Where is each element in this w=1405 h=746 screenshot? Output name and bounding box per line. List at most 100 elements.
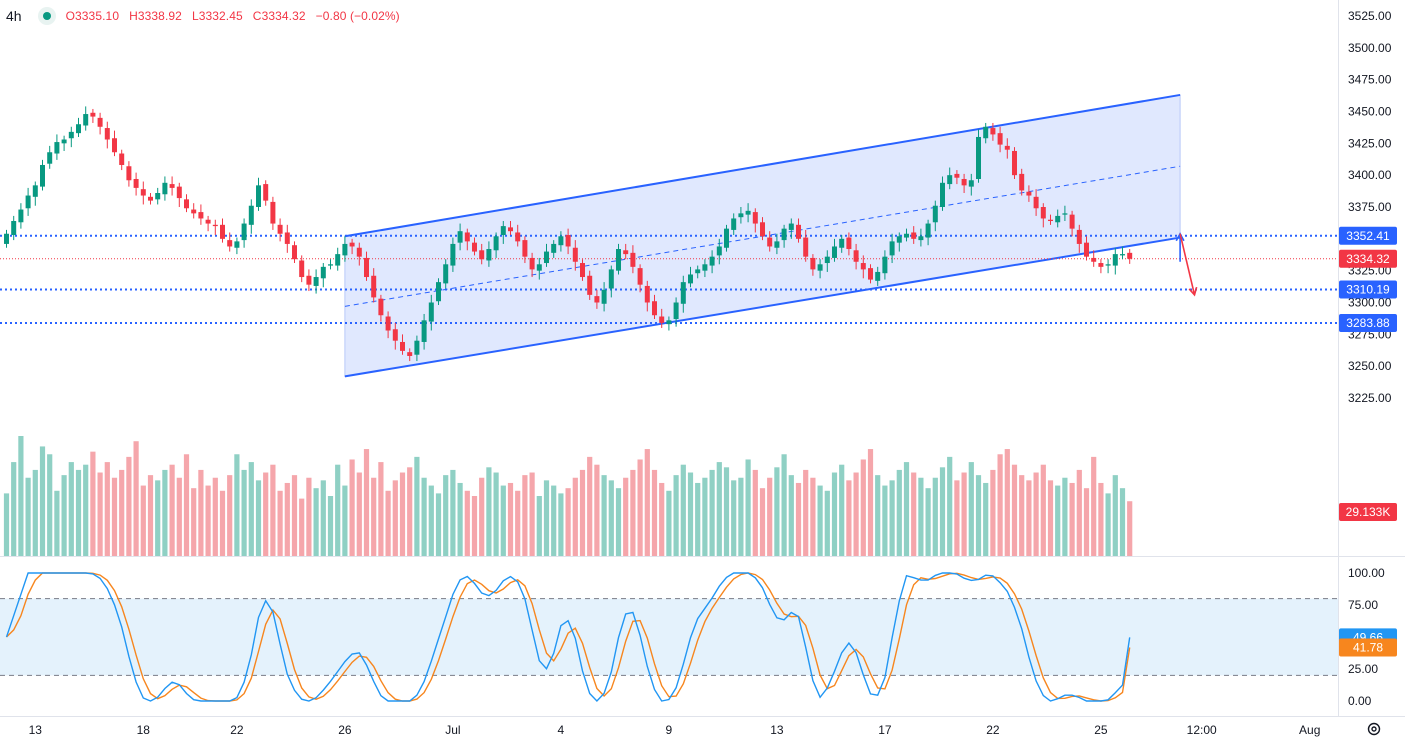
volume-bar	[176, 477, 182, 556]
volume-bar	[428, 485, 434, 556]
price-tick-label: 3300.00	[1348, 296, 1392, 310]
volume-bar	[781, 454, 787, 556]
interval-label[interactable]: 4h	[6, 8, 22, 24]
volume-bar	[896, 469, 902, 556]
candle-body	[349, 242, 355, 247]
volume-bar	[1004, 449, 1010, 556]
volume-bar	[666, 490, 672, 556]
volume-bar	[918, 477, 924, 556]
time-axis[interactable]: 13 18 22 26 Jul 4 9 13 17 22 25 12:00 Aug	[29, 723, 1321, 737]
candle-body	[767, 237, 773, 247]
candle-body	[184, 199, 189, 209]
candle-body	[551, 243, 557, 253]
candle-body	[522, 240, 528, 257]
level-price-tag: 3352.41	[1346, 229, 1390, 243]
candle-body	[616, 249, 621, 271]
volume-bar	[306, 477, 312, 556]
volume-bar	[803, 469, 809, 556]
volume-bar	[608, 480, 614, 556]
candle-body	[248, 205, 254, 225]
stochastic-tick-label: 100.00	[1348, 566, 1385, 580]
candle-body	[148, 196, 153, 201]
candle-body	[976, 136, 981, 179]
candle-body	[853, 250, 859, 262]
price-tick-label: 3525.00	[1348, 9, 1392, 23]
volume-bar	[1069, 482, 1075, 556]
volume-bar	[371, 477, 377, 556]
eye-icon[interactable]	[37, 7, 56, 25]
level-price-tag: 3283.88	[1346, 316, 1390, 330]
candle-body	[997, 133, 1003, 145]
candle-body	[428, 302, 434, 322]
candle-body	[90, 112, 96, 117]
candle-body	[824, 256, 830, 264]
candle-body	[709, 256, 715, 266]
volume-bar	[939, 467, 946, 556]
horizontal-levels[interactable]	[0, 234, 1338, 325]
candle-body	[508, 227, 513, 232]
candle-body	[191, 209, 197, 214]
candle-body	[1076, 229, 1082, 244]
volume-bar	[392, 480, 398, 556]
candle-body	[832, 246, 837, 258]
volume-bar	[651, 469, 658, 556]
candle-body	[1048, 219, 1053, 222]
price-axis[interactable]: 3225.003250.003275.003300.003325.003350.…	[1348, 9, 1392, 708]
candle-body	[1040, 207, 1046, 219]
arrow-down-head[interactable]	[1188, 286, 1198, 297]
candle-body	[875, 271, 881, 281]
candle-body	[54, 142, 60, 154]
annotations[interactable]	[1175, 232, 1198, 297]
volume-bar	[709, 469, 715, 556]
candle-body	[25, 195, 31, 209]
candle-body	[688, 274, 693, 284]
volume-bar	[299, 498, 305, 556]
volume-bar	[536, 496, 542, 556]
candle-body	[1004, 145, 1010, 150]
candle-body	[724, 228, 729, 248]
volume-bar	[407, 467, 413, 556]
volume-bar	[1033, 472, 1039, 556]
level-price-tag: 3310.19	[1346, 283, 1390, 297]
candle-body	[745, 210, 751, 215]
gear-icon[interactable]	[1365, 720, 1383, 738]
channel-lower-line[interactable]	[344, 236, 1181, 378]
current-price-tag-bg	[1339, 249, 1397, 268]
volume-bar	[637, 459, 643, 556]
price-tick-label: 3500.00	[1348, 41, 1392, 55]
candle-body	[133, 178, 139, 188]
volume-bar	[133, 441, 139, 556]
candle-body	[990, 128, 996, 135]
stochastic-d-tag: 41.78	[1353, 641, 1383, 655]
volume-bar	[1119, 488, 1126, 556]
volume-bar	[219, 490, 226, 556]
candle-body	[443, 264, 449, 284]
volume-bar	[291, 475, 298, 556]
volume-bar	[1098, 482, 1104, 556]
volume-bar	[932, 477, 938, 556]
volume-bar	[579, 469, 586, 556]
volume-bar	[414, 456, 420, 556]
candle-body	[371, 275, 377, 298]
time-tick-label: 18	[137, 723, 151, 737]
volume-bar	[558, 493, 564, 556]
volume-bar	[327, 496, 334, 556]
stochastic-pane	[0, 572, 1338, 703]
candle-body	[652, 301, 657, 316]
arrow-down[interactable]	[1179, 233, 1196, 296]
volume-bar	[759, 488, 766, 556]
volume-bar	[1040, 464, 1046, 556]
candle-body	[796, 224, 801, 239]
candle-body	[486, 249, 492, 261]
volume-bar	[601, 475, 607, 556]
candle-body	[320, 266, 326, 279]
channel-upper-line[interactable]	[344, 93, 1181, 238]
candle-body	[860, 263, 866, 270]
volume-bar	[169, 464, 175, 556]
candle-body	[220, 224, 225, 239]
ohlc-change: −0.80 (−0.02%)	[315, 9, 400, 23]
volume-bar	[831, 472, 838, 556]
candle-body	[97, 117, 103, 127]
candle-body	[587, 275, 593, 295]
